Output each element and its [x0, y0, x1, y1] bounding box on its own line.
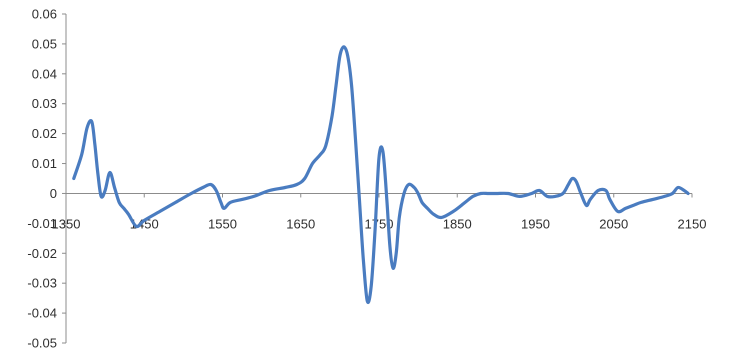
- x-tick-label: 2050: [599, 216, 628, 231]
- x-axis: 1350 1450 1550 1650 1750 1850 1950 2050 2150: [52, 192, 707, 231]
- y-tick-label: 0.04: [32, 66, 57, 81]
- y-tick-label: -0.04: [27, 306, 57, 321]
- x-tick-label: 1950: [521, 216, 550, 231]
- x-tick-label: 1650: [286, 216, 315, 231]
- x-tick-label: 1550: [208, 216, 237, 231]
- y-tick-label: -0.01: [27, 216, 57, 231]
- y-tick-label: 0.03: [32, 96, 57, 111]
- x-tick-label: 1350: [52, 216, 81, 231]
- y-tick-label: 0: [50, 186, 57, 201]
- x-tick-label: 2150: [678, 216, 707, 231]
- x-tick-label: 1750: [365, 216, 394, 231]
- y-tick-label: -0.03: [27, 276, 57, 291]
- x-tick-label: 1850: [443, 216, 472, 231]
- y-tick-label: 0.06: [32, 7, 57, 22]
- y-tick-label: 0.01: [32, 156, 57, 171]
- y-axis: 0.06 0.05 0.04 0.03 0.02 0.01 0 -0.01 -0.02 -0.03…: [27, 7, 67, 351]
- series-line-0: [72, 45, 690, 304]
- y-tick-label: 0.02: [32, 126, 57, 141]
- series-group: [72, 45, 690, 304]
- y-tick-label: -0.05: [27, 336, 57, 351]
- y-tick-label: 0.05: [32, 36, 57, 51]
- y-tick-label: -0.02: [27, 246, 57, 261]
